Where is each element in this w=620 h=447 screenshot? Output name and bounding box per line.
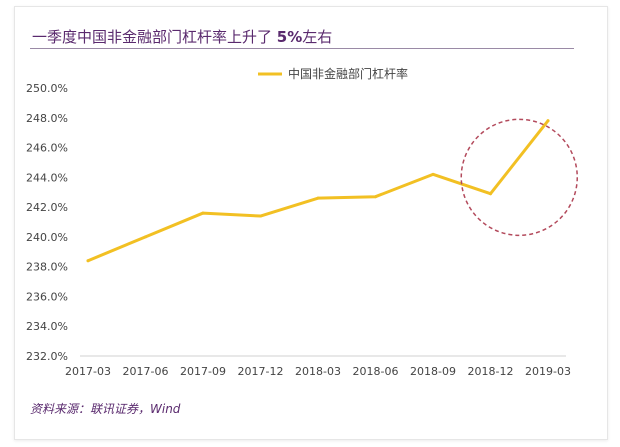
title-rule (30, 48, 574, 49)
source-note: 资料来源：联讯证券，Wind (30, 402, 181, 416)
data-point (489, 192, 492, 196)
data-point (86, 259, 90, 263)
chart-title-emphasis: 5% (276, 28, 303, 46)
y-tick-label: 234.0% (26, 320, 68, 333)
y-tick-label: 246.0% (26, 142, 68, 155)
y-tick-label: 238.0% (26, 261, 68, 274)
data-point (201, 211, 205, 215)
y-tick-label: 248.0% (26, 112, 68, 125)
x-tick-label: 2018-06 (353, 365, 399, 378)
x-tick-label: 2017-12 (238, 365, 284, 378)
series-group (86, 119, 550, 263)
y-axis: 250.0% 248.0% 246.0% 244.0% 242.0% 240.0% 238.… (26, 82, 68, 363)
data-point (374, 195, 377, 199)
x-tick-label: 2018-12 (468, 365, 514, 378)
y-tick-label: 236.0% (26, 290, 68, 303)
chart-title-prefix: 一季度中国非金融部门杠杆率上升了 (32, 28, 277, 46)
data-point (259, 214, 262, 218)
x-tick-label: 2018-09 (410, 365, 456, 378)
x-tick-label: 2017-03 (65, 365, 111, 378)
y-tick-label: 232.0% (26, 350, 68, 363)
annotation-group (460, 118, 578, 237)
highlight-circle (460, 118, 578, 237)
legend-label: 中国非金融部门杠杆率 (288, 66, 408, 81)
chart-title: 一季度中国非金融部门杠杆率上升了 5%左右 (32, 26, 332, 47)
x-tick-label: 2018-03 (295, 365, 341, 378)
data-point (546, 119, 550, 123)
y-tick-label: 244.0% (26, 171, 68, 184)
series-line (86, 119, 550, 263)
chart-frame (14, 6, 608, 440)
x-tick-label: 2019-03 (525, 365, 571, 378)
legend: 中国非金融部门杠杆率 (258, 66, 408, 81)
y-tick-label: 240.0% (26, 231, 68, 244)
x-axis: 2017-03 2017-06 2017-09 2017-12 2018-03 2018-… (65, 355, 571, 378)
x-tick-label: 2017-06 (123, 365, 169, 378)
data-point (144, 235, 147, 239)
y-tick-label: 242.0% (26, 201, 68, 214)
data-point (316, 196, 320, 200)
data-point (431, 172, 435, 176)
x-tick-label: 2017-09 (180, 365, 226, 378)
chart-title-suffix: 左右 (302, 28, 333, 46)
y-tick-label: 250.0% (26, 82, 68, 95)
